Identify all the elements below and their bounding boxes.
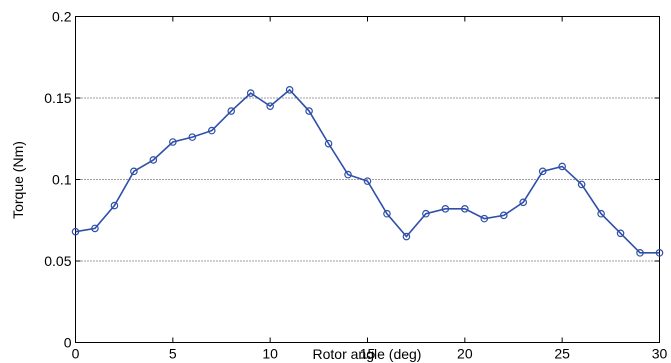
- data-point-marker: [110, 201, 119, 210]
- data-point-marker: [636, 249, 644, 257]
- data-point-marker: [519, 198, 528, 207]
- data-point-marker: [597, 209, 605, 218]
- x-axis-ticks: 0 5 10 15 20 25 30: [72, 16, 668, 362]
- data-point-marker: [499, 211, 508, 220]
- data-point-marker: [305, 107, 313, 115]
- data-point-marker: [324, 139, 333, 148]
- x-axis-title: Rotor angle (deg): [313, 346, 422, 362]
- x-tick-label: 20: [457, 346, 473, 362]
- x-tick-label: 0: [72, 346, 80, 362]
- data-point-marker: [441, 205, 450, 213]
- gridlines: [75, 97, 660, 262]
- data-point-marker: [344, 170, 352, 179]
- x-tick-label: 5: [169, 346, 177, 362]
- y-tick-label: 0.15: [44, 90, 71, 106]
- y-axis-ticks: 0 0.05 0.1 0.15 0.2: [44, 9, 660, 351]
- data-point-marker: [91, 224, 99, 233]
- data-point-marker: [402, 232, 411, 241]
- data-point-marker: [558, 162, 566, 171]
- x-tick-label: 10: [262, 346, 278, 362]
- y-tick-label: 0: [64, 335, 72, 351]
- data-point-marker: [188, 133, 197, 141]
- data-point-marker: [169, 138, 177, 146]
- data-point-marker: [246, 89, 255, 97]
- data-point-marker: [538, 167, 547, 176]
- data-point-marker: [207, 126, 216, 135]
- series-line: [75, 88, 660, 254]
- data-point-marker: [149, 156, 158, 164]
- x-tick-label: 30: [652, 346, 668, 362]
- data-point-marker: [577, 180, 586, 189]
- y-axis-title: Torque (Nm): [10, 141, 26, 219]
- data-point-marker: [616, 229, 625, 238]
- data-point-marker: [285, 86, 294, 94]
- data-point-marker: [266, 102, 274, 110]
- data-point-marker: [422, 209, 430, 218]
- data-point-marker: [461, 205, 469, 213]
- x-tick-label: 15: [360, 346, 376, 362]
- data-point-marker: [363, 177, 372, 185]
- data-point-marker: [383, 209, 391, 218]
- x-tick-label: 25: [554, 346, 570, 362]
- data-point-marker: [655, 249, 664, 257]
- data-point-marker: [71, 227, 80, 236]
- y-tick-label: 0.1: [52, 172, 72, 188]
- y-tick-label: 0.2: [52, 9, 72, 25]
- data-point-marker: [480, 214, 489, 223]
- series-layer: [71, 86, 664, 257]
- data-point-marker: [130, 167, 138, 176]
- y-tick-label: 0.05: [44, 253, 71, 269]
- data-point-marker: [227, 107, 236, 115]
